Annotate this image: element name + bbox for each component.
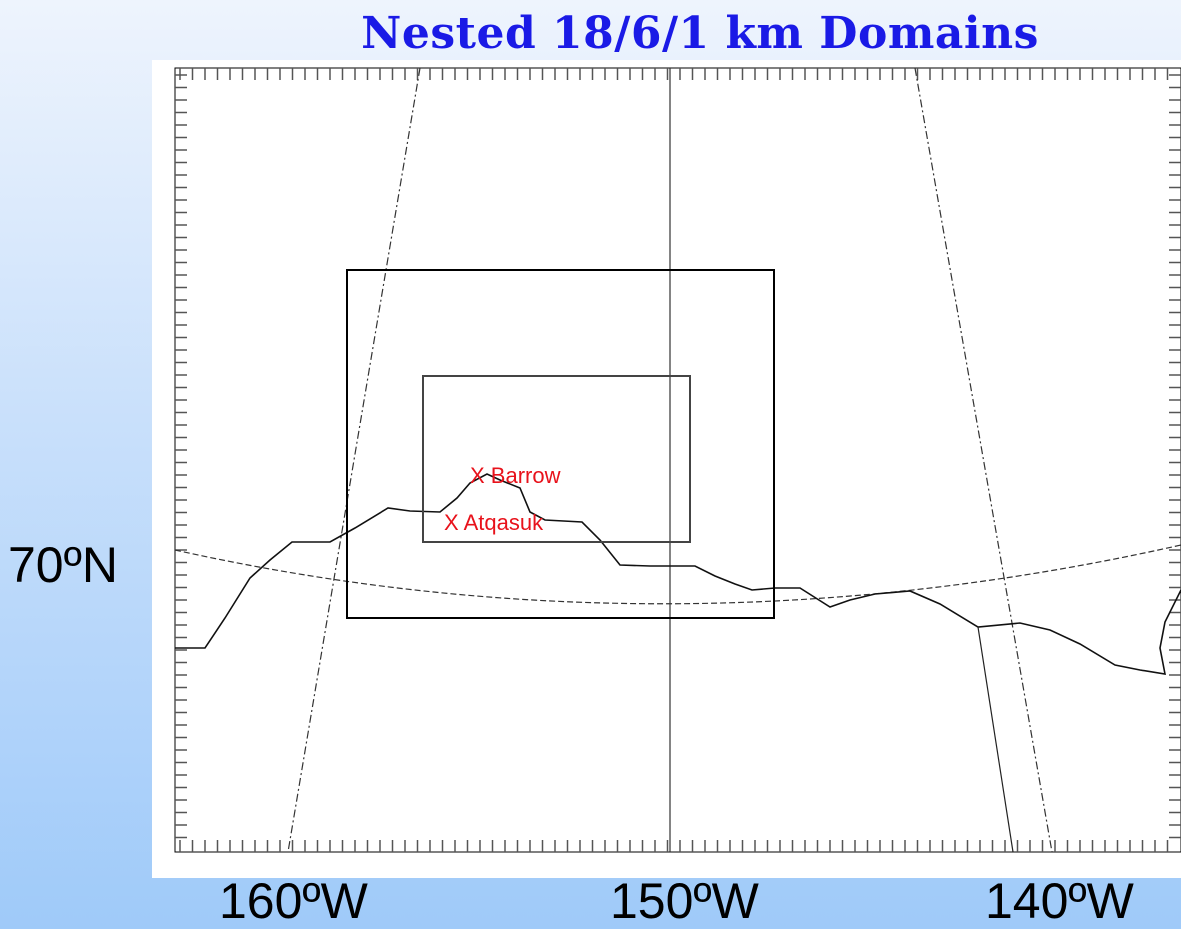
longitude-label-140w: 140ºW: [985, 873, 1134, 929]
map-title: Nested 18/6/1 km Domains: [361, 8, 1039, 59]
graticule: [174, 67, 1181, 853]
map-canvas: X Barrow X Atqasuk: [174, 67, 1181, 853]
map-panel: X Barrow X Atqasuk: [152, 60, 1181, 878]
latitude-label-70n: 70ºN: [8, 537, 118, 593]
longitude-label-150w: 150ºW: [610, 873, 759, 929]
map-border: [174, 67, 1181, 853]
domain-6km: [346, 269, 775, 619]
meridian-140w: [914, 67, 1053, 853]
station-atqasuk-label: X Atqasuk: [444, 510, 544, 535]
coastline: [175, 473, 1181, 675]
tick-frame: [174, 67, 1181, 853]
meridian-160w: [287, 67, 421, 853]
domain-1km: [422, 375, 691, 543]
meridian-140w-secondary: [977, 626, 1014, 853]
parallel-70n: [174, 544, 1181, 605]
station-barrow-label: X Barrow: [470, 463, 561, 488]
longitude-label-160w: 160ºW: [219, 873, 368, 929]
